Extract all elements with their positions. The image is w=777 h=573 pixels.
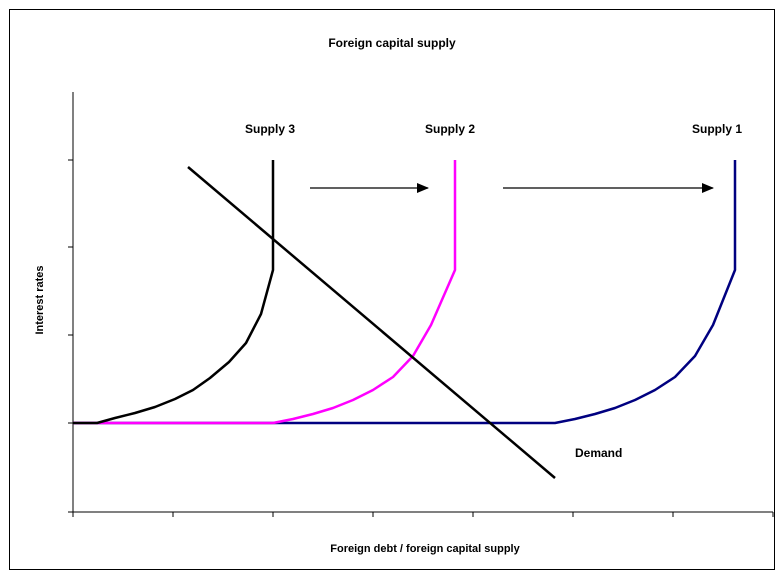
supply-3-curve — [73, 160, 275, 425]
supply-2-label: Supply 2 — [425, 122, 475, 136]
y-axis-label: Interest rates — [34, 265, 46, 334]
frame — [9, 9, 775, 570]
x-axis-label: Foreign debt / foreign capital supply — [330, 543, 520, 555]
demand-curve — [187, 166, 556, 479]
supply-1-curve — [73, 160, 737, 425]
demand-label: Demand — [575, 446, 622, 460]
supply-3-label: Supply 3 — [245, 122, 295, 136]
x-ticks — [72, 512, 774, 517]
supply-1-label: Supply 1 — [692, 122, 742, 136]
y-ticks — [68, 159, 73, 513]
supply-2-curve — [73, 160, 457, 425]
title: Foreign capital supply — [328, 36, 456, 50]
